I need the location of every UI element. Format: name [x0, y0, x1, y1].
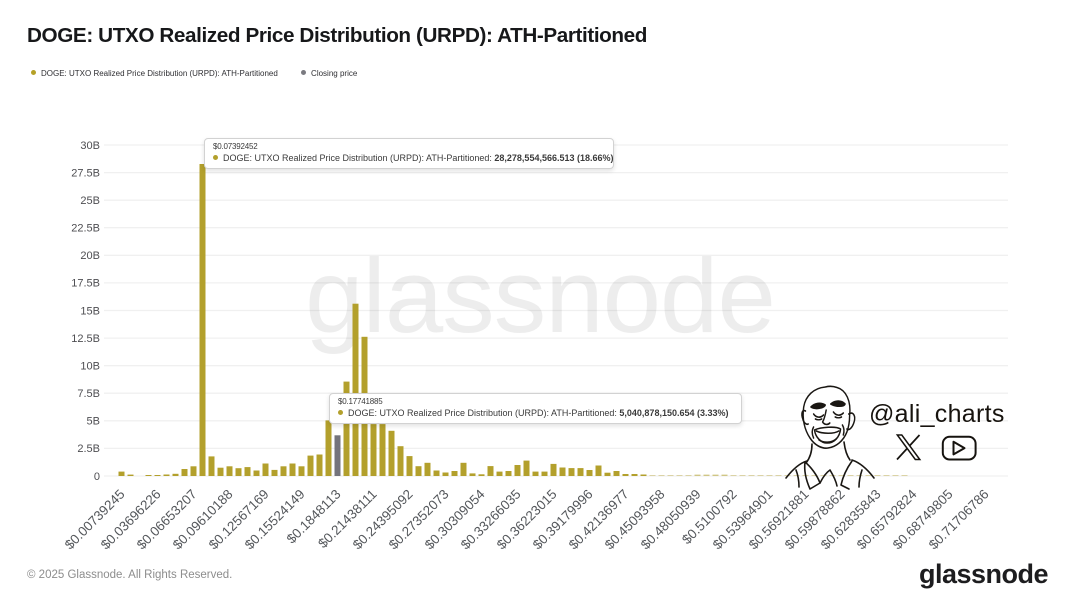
- svg-text:5B: 5B: [87, 416, 100, 428]
- svg-text:12.5B: 12.5B: [71, 333, 100, 345]
- svg-text:2.5B: 2.5B: [77, 443, 100, 455]
- svg-text:10B: 10B: [80, 361, 100, 373]
- svg-text:17.5B: 17.5B: [71, 278, 100, 290]
- svg-text:25B: 25B: [80, 195, 100, 207]
- svg-text:glassnode: glassnode: [305, 238, 775, 355]
- svg-text:27.5B: 27.5B: [71, 167, 100, 179]
- svg-text:30B: 30B: [80, 140, 100, 152]
- svg-text:20B: 20B: [80, 250, 100, 262]
- svg-text:7.5B: 7.5B: [77, 388, 100, 400]
- svg-text:15B: 15B: [80, 305, 100, 317]
- svg-text:0: 0: [94, 471, 100, 483]
- svg-text:22.5B: 22.5B: [71, 223, 100, 235]
